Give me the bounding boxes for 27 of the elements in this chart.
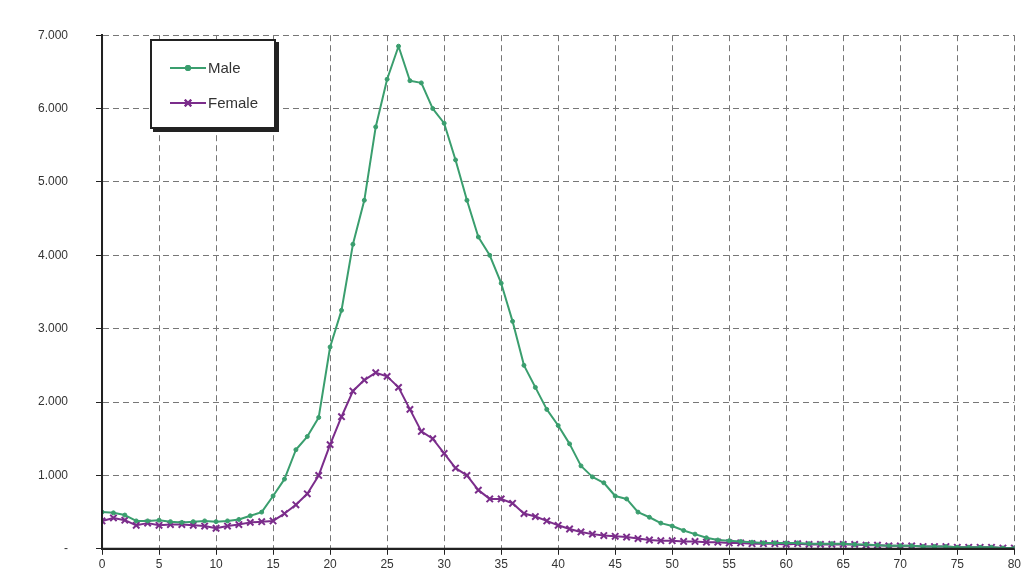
x-tick-label: 55 [722, 557, 737, 572]
y-tick-label: 3.000 [38, 321, 69, 335]
y-tick-label: - [64, 541, 69, 556]
x-tick-label: 15 [266, 557, 281, 572]
x-tick-label: 30 [437, 557, 452, 572]
legend-label: Female [208, 94, 259, 112]
y-tick-label: 4.000 [38, 247, 69, 262]
x-tick-label: 0 [98, 557, 106, 572]
x-tick-label: 35 [494, 557, 509, 572]
x-tick-label: 5 [155, 557, 163, 572]
x-tick-label: 60 [779, 557, 794, 572]
x-tick-label: 25 [380, 557, 395, 572]
legend-label: Male [208, 59, 241, 77]
x-tick-label: 20 [323, 557, 338, 572]
y-tick-label: 5.000 [38, 174, 69, 189]
y-tick-label: 2.000 [38, 394, 69, 409]
y-tick-label: 6.000 [38, 100, 69, 115]
x-tick-label: 40 [551, 557, 566, 572]
y-tick-label: 1.000 [38, 467, 69, 482]
x-tick-label: 45 [608, 557, 623, 572]
x-tick-label: 80 [1007, 557, 1022, 572]
x-tick-label: 10 [209, 557, 224, 572]
y-tick-label: 7.000 [38, 27, 69, 42]
x-tick-label: 50 [665, 557, 680, 572]
x-tick-label: 75 [950, 557, 965, 572]
x-tick-label: 70 [893, 557, 908, 572]
x-tick-label: 65 [836, 557, 851, 572]
